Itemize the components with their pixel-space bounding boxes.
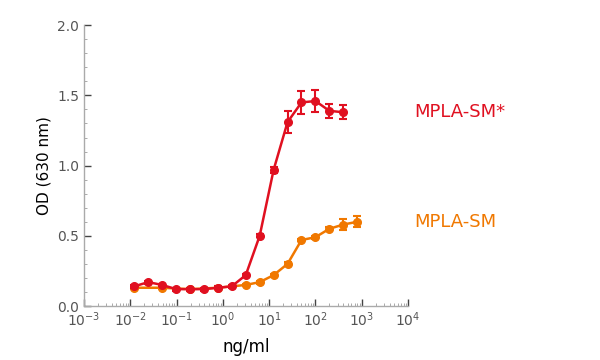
Text: MPLA-SM: MPLA-SM	[415, 213, 497, 231]
Y-axis label: OD (630 nm): OD (630 nm)	[37, 116, 52, 215]
X-axis label: ng/ml: ng/ml	[222, 338, 270, 356]
Text: MPLA-SM*: MPLA-SM*	[415, 103, 506, 121]
